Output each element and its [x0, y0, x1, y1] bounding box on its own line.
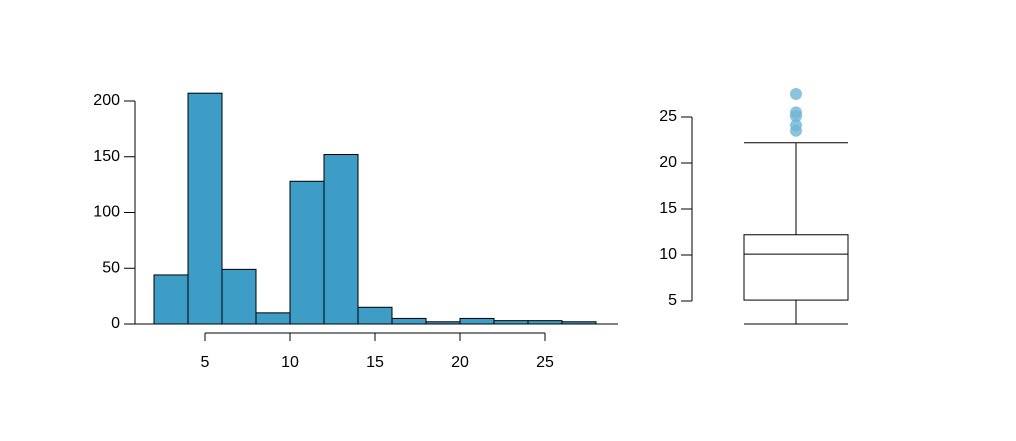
bar [153, 274, 189, 325]
outlier [790, 124, 802, 137]
y-tick-label: 25 [659, 108, 677, 125]
y-tick-label: 5 [668, 292, 677, 309]
x-tick-label: 15 [366, 354, 384, 371]
outlier [790, 110, 802, 123]
x-tick-label: 10 [281, 354, 299, 371]
bar [459, 317, 495, 325]
x-tick-label: 5 [201, 354, 210, 371]
y-tick-label: 10 [659, 246, 677, 263]
y-tick-label: 200 [93, 92, 120, 109]
outlier [790, 88, 802, 100]
bar [221, 268, 257, 325]
bar [289, 180, 325, 325]
box [743, 234, 849, 301]
bar [391, 317, 427, 325]
bar [187, 92, 223, 325]
x-tick-label: 20 [451, 354, 469, 371]
bar [255, 312, 291, 325]
x-tick-label: 25 [536, 354, 554, 371]
bar [527, 320, 563, 325]
bar [425, 321, 461, 325]
y-tick-label: 50 [102, 259, 120, 276]
bar [493, 320, 529, 325]
y-tick-label: 0 [111, 315, 120, 332]
y-tick-label: 150 [93, 148, 120, 165]
bar [357, 306, 393, 325]
bar [323, 154, 359, 325]
y-tick-label: 20 [659, 154, 677, 171]
bar [561, 321, 597, 325]
y-tick-label: 15 [659, 200, 677, 217]
y-tick-label: 100 [93, 204, 120, 221]
